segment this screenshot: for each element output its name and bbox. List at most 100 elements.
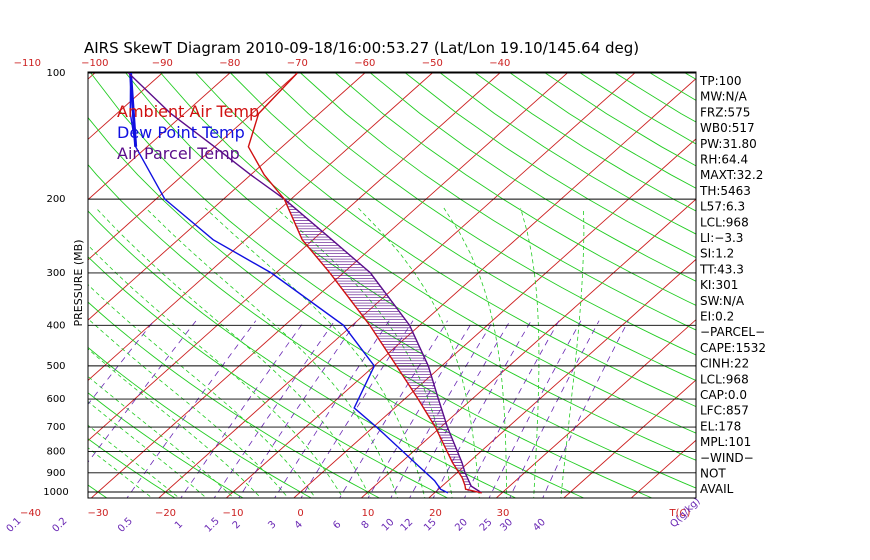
moist-adiabat-line	[88, 318, 289, 498]
moist-adiabat-line	[357, 207, 480, 498]
isotherm-line	[428, 258, 696, 498]
index-readout: MAXT:32.2	[700, 168, 763, 182]
dry-adiabat-line	[300, 72, 696, 331]
isotherm-line	[0, 72, 28, 498]
isotherm-line	[88, 72, 434, 381]
isotherm-line	[495, 319, 696, 498]
bottom-temp-tick-label: 20	[429, 508, 442, 519]
plot-frame	[87, 71, 697, 499]
index-readout: TH:5463	[699, 184, 751, 198]
top-temp-tick-label: −50	[422, 58, 443, 69]
index-readout: WB0:517	[700, 121, 755, 135]
index-readout: LI:−3.3	[700, 231, 743, 245]
index-readout: AVAIL	[700, 482, 734, 496]
dry-adiabat-line	[755, 73, 870, 501]
index-readout: MPL:101	[700, 435, 751, 449]
isotherm-line	[88, 72, 232, 201]
mixing-ratio-label: 2	[231, 519, 243, 531]
index-readout: SW:N/A	[700, 294, 745, 308]
index-readout: SI:1.2	[700, 247, 734, 261]
mixing-ratio-line	[463, 320, 560, 498]
moist-adiabat-line	[560, 207, 585, 498]
pressure-tick-label: 300	[46, 268, 65, 279]
index-readout: KI:301	[700, 278, 738, 292]
temperature-profile	[247, 72, 482, 494]
pressure-tick-label: 900	[46, 468, 65, 479]
index-readout: L57:6.3	[700, 200, 745, 214]
cape-hatch	[285, 200, 471, 485]
mixing-ratio-label: 6	[331, 519, 343, 531]
mixing-ratio-line	[509, 320, 600, 498]
index-readout: CAPE:1532	[700, 341, 766, 355]
dry-adiabat-line	[440, 72, 696, 235]
mixing-ratio-line	[542, 320, 629, 498]
bottom-temp-tick-label: −20	[155, 508, 176, 519]
mixing-ratio-line	[390, 320, 494, 498]
pressure-tick-label: 100	[46, 68, 65, 79]
dry-adiabat-line	[88, 256, 449, 498]
mixing-ratio-label: 10	[380, 517, 397, 534]
moist-adiabat-line	[95, 207, 371, 498]
y-axis-label: PRESSURE (MB)	[72, 240, 85, 327]
moist-adiabat-line	[275, 207, 453, 498]
top-temp-tick-label: −70	[287, 58, 308, 69]
mixing-ratio-label: 4	[293, 519, 305, 531]
dry-adiabat-line	[370, 72, 696, 282]
mixing-ratio-label: 8	[360, 519, 372, 531]
mixing-ratio-label: 40	[531, 517, 548, 534]
isotherm-line	[88, 72, 367, 321]
mixing-ratio-line	[180, 320, 306, 498]
top-temp-tick-label: −80	[219, 58, 240, 69]
bottom-temp-tick-label: 0	[297, 508, 303, 519]
mixing-ratio-line	[300, 320, 414, 498]
dry-adiabat-line	[125, 72, 696, 461]
dry-adiabat-line	[195, 72, 696, 408]
index-readout: NOT	[700, 467, 726, 481]
index-readout: LFC:857	[700, 404, 749, 418]
index-readout: RH:64.4	[700, 153, 748, 167]
isotherm-line	[88, 72, 502, 442]
isotherm-line	[360, 198, 696, 498]
bottom-temp-tick-label: −10	[222, 508, 243, 519]
dry-adiabat-line	[88, 164, 585, 498]
index-readout: CINH:22	[700, 357, 749, 371]
index-readout: LCL:968	[700, 215, 749, 229]
mixing-ratio-label: 1	[173, 519, 185, 531]
moist-adiabat-line	[88, 375, 235, 498]
moist-adiabat-line	[88, 401, 207, 498]
moist-adiabat-line	[88, 348, 262, 498]
mixing-ratio-line	[488, 320, 582, 498]
mixing-ratio-label: 12	[399, 517, 416, 534]
mixing-ratio-label: 0.5	[116, 516, 135, 535]
dry-adiabat-line	[649, 72, 696, 101]
moist-adiabat-line	[520, 207, 540, 498]
dry-adiabat-line	[0, 73, 43, 501]
index-readout: TT:43.3	[699, 262, 744, 276]
dry-adiabat-line	[405, 72, 696, 259]
isotherm-line	[225, 78, 696, 498]
bottom-temp-tick-label: 30	[497, 508, 510, 519]
dewpoint-profile	[129, 72, 449, 494]
pressure-tick-label: 500	[46, 361, 65, 372]
mixing-ratio-label: 15	[422, 517, 439, 534]
index-readout: EL:178	[700, 419, 741, 433]
top-temp-tick-label: −100	[81, 58, 108, 69]
moist-adiabat-line	[88, 447, 153, 498]
dry-adiabat-line	[475, 72, 696, 212]
mixing-ratio-label: 3	[266, 519, 278, 531]
top-temp-tick-label: −40	[489, 58, 510, 69]
moist-adiabat-line	[88, 284, 317, 498]
index-readout: EI:0.2	[700, 310, 734, 324]
dry-adiabat-line	[230, 72, 696, 381]
index-readout: CAP:0.0	[700, 388, 747, 402]
dry-adiabat-line	[265, 72, 696, 356]
moist-adiabat-line	[145, 207, 398, 498]
top-temp-tick-label: −60	[354, 58, 375, 69]
dewpoint-upper-bold	[129, 72, 138, 147]
index-readout: −WIND−	[700, 451, 754, 465]
moist-adiabat-line	[88, 424, 180, 498]
mixing-ratio-line	[274, 320, 390, 498]
pressure-tick-label: 600	[46, 394, 65, 405]
mixing-ratio-label: 30	[498, 517, 515, 534]
